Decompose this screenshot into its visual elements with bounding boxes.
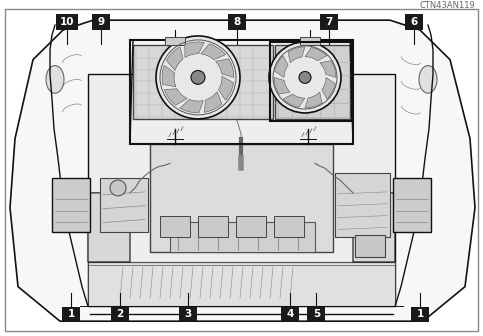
Bar <box>88 262 395 306</box>
Polygon shape <box>218 76 234 100</box>
Polygon shape <box>204 92 222 113</box>
Bar <box>411 306 429 322</box>
Polygon shape <box>166 47 183 71</box>
Bar <box>88 75 395 306</box>
Polygon shape <box>185 42 204 57</box>
Text: 3: 3 <box>185 309 192 320</box>
Text: 4: 4 <box>286 309 294 320</box>
Bar <box>56 14 78 30</box>
Bar <box>355 235 385 257</box>
Bar <box>92 14 111 30</box>
Bar <box>198 216 228 237</box>
Circle shape <box>299 72 311 83</box>
Ellipse shape <box>46 66 64 93</box>
Polygon shape <box>10 20 475 321</box>
Bar <box>270 42 352 121</box>
Polygon shape <box>201 44 226 60</box>
Polygon shape <box>180 99 203 113</box>
Bar <box>320 14 339 30</box>
Bar <box>236 216 266 237</box>
Bar <box>133 45 273 119</box>
Text: 5: 5 <box>313 309 320 320</box>
Text: 1: 1 <box>68 309 75 320</box>
Bar <box>307 306 326 322</box>
Bar <box>275 45 350 119</box>
Bar <box>170 222 315 252</box>
Polygon shape <box>288 47 305 63</box>
Polygon shape <box>215 59 234 77</box>
Text: 7: 7 <box>326 16 333 27</box>
Bar <box>393 178 431 233</box>
Bar <box>227 14 246 30</box>
Bar <box>300 37 320 45</box>
Bar <box>160 216 190 237</box>
Polygon shape <box>283 94 305 108</box>
Bar <box>62 306 81 322</box>
Polygon shape <box>164 89 187 105</box>
Bar <box>179 306 198 322</box>
Bar <box>281 306 299 322</box>
Bar <box>165 37 185 45</box>
Polygon shape <box>275 56 288 77</box>
Bar <box>130 40 353 143</box>
Ellipse shape <box>419 66 437 93</box>
Bar <box>274 216 304 237</box>
Bar <box>52 178 90 233</box>
Polygon shape <box>162 65 176 87</box>
Polygon shape <box>322 78 335 99</box>
Circle shape <box>191 71 205 84</box>
Bar <box>100 178 148 233</box>
Text: 6: 6 <box>411 16 418 27</box>
Circle shape <box>156 36 240 119</box>
Bar <box>150 143 333 252</box>
Circle shape <box>110 180 126 196</box>
Text: 1: 1 <box>416 309 424 320</box>
Polygon shape <box>305 47 327 61</box>
Polygon shape <box>274 77 290 94</box>
Bar <box>335 173 390 237</box>
Text: CTN43AN119: CTN43AN119 <box>419 1 475 10</box>
Polygon shape <box>305 92 322 108</box>
Polygon shape <box>88 193 130 262</box>
Text: 10: 10 <box>59 16 74 27</box>
Bar <box>111 306 129 322</box>
Polygon shape <box>320 61 336 77</box>
Circle shape <box>269 42 341 113</box>
Polygon shape <box>353 193 395 262</box>
Text: 8: 8 <box>233 16 241 27</box>
Text: 2: 2 <box>116 309 124 320</box>
Text: 9: 9 <box>98 16 105 27</box>
Bar <box>405 14 424 30</box>
